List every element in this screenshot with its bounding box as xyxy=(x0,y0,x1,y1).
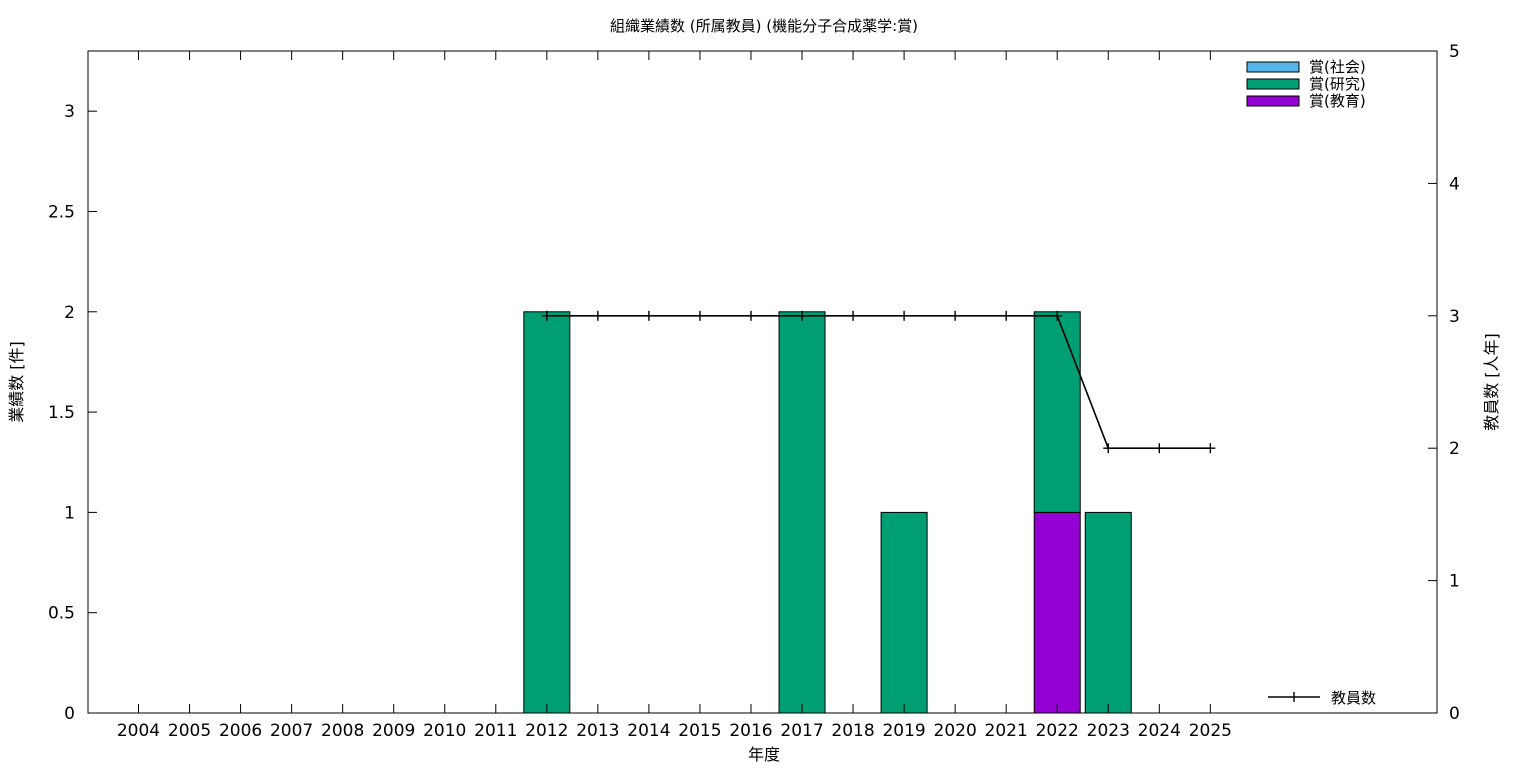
x-tick-label-2013: 2013 xyxy=(576,721,619,741)
faculty-point-2015 xyxy=(694,310,705,321)
x-tick-label-2005: 2005 xyxy=(168,721,211,741)
x-axis-label: 年度 xyxy=(748,745,780,764)
faculty-point-2020 xyxy=(950,310,961,321)
y2-tick-label-2: 2 xyxy=(1449,439,1460,459)
x-tick-label-2007: 2007 xyxy=(270,721,313,741)
chart-title: 組織業績数 (所属教員) (機能分子合成薬学:賞) xyxy=(610,17,918,35)
faculty-point-2019 xyxy=(899,310,910,321)
y-tick-label-3: 1.5 xyxy=(48,403,75,423)
x-tick-label-2011: 2011 xyxy=(474,721,517,741)
y2-tick-label-1: 1 xyxy=(1449,572,1460,592)
legend-swatch-賞-社会 xyxy=(1246,61,1300,73)
bar-2017-series-1 xyxy=(778,311,826,714)
legend-label-賞-教育: 賞(教育) xyxy=(1309,92,1366,110)
faculty-point-2012 xyxy=(541,310,552,321)
faculty-point-2013 xyxy=(592,310,603,321)
legend-label-賞-社会: 賞(社会) xyxy=(1309,58,1366,76)
bar-2012-series-1 xyxy=(523,311,571,714)
faculty-point-2018 xyxy=(848,310,859,321)
y2-axis-label: 教員数 [人年] xyxy=(1482,333,1501,431)
faculty-point-2021 xyxy=(1001,310,1012,321)
bar-2019-series-1 xyxy=(880,511,928,714)
bar-2022-series-1 xyxy=(1033,311,1081,513)
x-tick-label-2012: 2012 xyxy=(525,721,568,741)
x-tick-label-2023: 2023 xyxy=(1087,721,1130,741)
x-tick-label-2025: 2025 xyxy=(1189,721,1232,741)
y2-tick-label-4: 4 xyxy=(1449,174,1460,194)
legend-label-faculty: 教員数 xyxy=(1331,689,1376,707)
y-axis-label: 業績数 [件] xyxy=(7,341,26,423)
legend-swatch-賞-研究 xyxy=(1246,78,1300,90)
plot-frame xyxy=(87,50,1438,714)
faculty-point-2014 xyxy=(643,310,654,321)
faculty-line-group xyxy=(541,310,1216,454)
x-tick-label-2017: 2017 xyxy=(780,721,823,741)
y-tick-label-2: 1 xyxy=(64,503,75,523)
legend-swatch-賞-教育 xyxy=(1246,95,1300,107)
bar-2023-series-1 xyxy=(1084,511,1132,714)
x-tick-label-2006: 2006 xyxy=(219,721,262,741)
faculty-point-2016 xyxy=(745,310,756,321)
y-tick-label-4: 2 xyxy=(64,303,75,323)
faculty-point-2025 xyxy=(1205,443,1216,454)
faculty-point-2022 xyxy=(1052,310,1063,321)
faculty-point-2024 xyxy=(1154,443,1165,454)
x-tick-label-2020: 2020 xyxy=(934,721,977,741)
faculty-point-2023 xyxy=(1103,443,1114,454)
bar-2022-series-0 xyxy=(1033,511,1081,714)
x-tick-label-2004: 2004 xyxy=(117,721,160,741)
faculty-point-2017 xyxy=(797,310,808,321)
y-tick-label-6: 3 xyxy=(64,102,75,122)
x-tick-label-2021: 2021 xyxy=(985,721,1028,741)
y-tick-label-0: 0 xyxy=(64,704,75,724)
legend-label-賞-研究: 賞(研究) xyxy=(1309,75,1366,93)
x-tick-label-2024: 2024 xyxy=(1138,721,1181,741)
x-tick-label-2008: 2008 xyxy=(321,721,364,741)
y2-tick-label-3: 3 xyxy=(1449,307,1460,327)
x-tick-label-2010: 2010 xyxy=(423,721,466,741)
legend: 賞(社会)賞(研究)賞(教育) 教員数 xyxy=(1246,58,1376,707)
bars-group xyxy=(523,311,1132,714)
axes-group: 0 0.5 1 1.5 2 2.5 3 0 1 2 3 4 5 2004 2005 2006 2007 2008 2… xyxy=(48,42,1460,741)
x-tick-label-2009: 2009 xyxy=(372,721,415,741)
x-tick-label-2015: 2015 xyxy=(678,721,721,741)
y2-tick-label-5: 5 xyxy=(1449,42,1460,62)
y-tick-label-1: 0.5 xyxy=(48,604,75,624)
faculty-line xyxy=(546,314,1211,450)
y-tick-label-5: 2.5 xyxy=(48,202,75,222)
x-tick-label-2014: 2014 xyxy=(627,721,670,741)
x-tick-label-2022: 2022 xyxy=(1036,721,1079,741)
x-tick-label-2019: 2019 xyxy=(882,721,925,741)
y2-tick-label-0: 0 xyxy=(1449,704,1460,724)
x-tick-label-2016: 2016 xyxy=(729,721,772,741)
x-tick-label-2018: 2018 xyxy=(831,721,874,741)
